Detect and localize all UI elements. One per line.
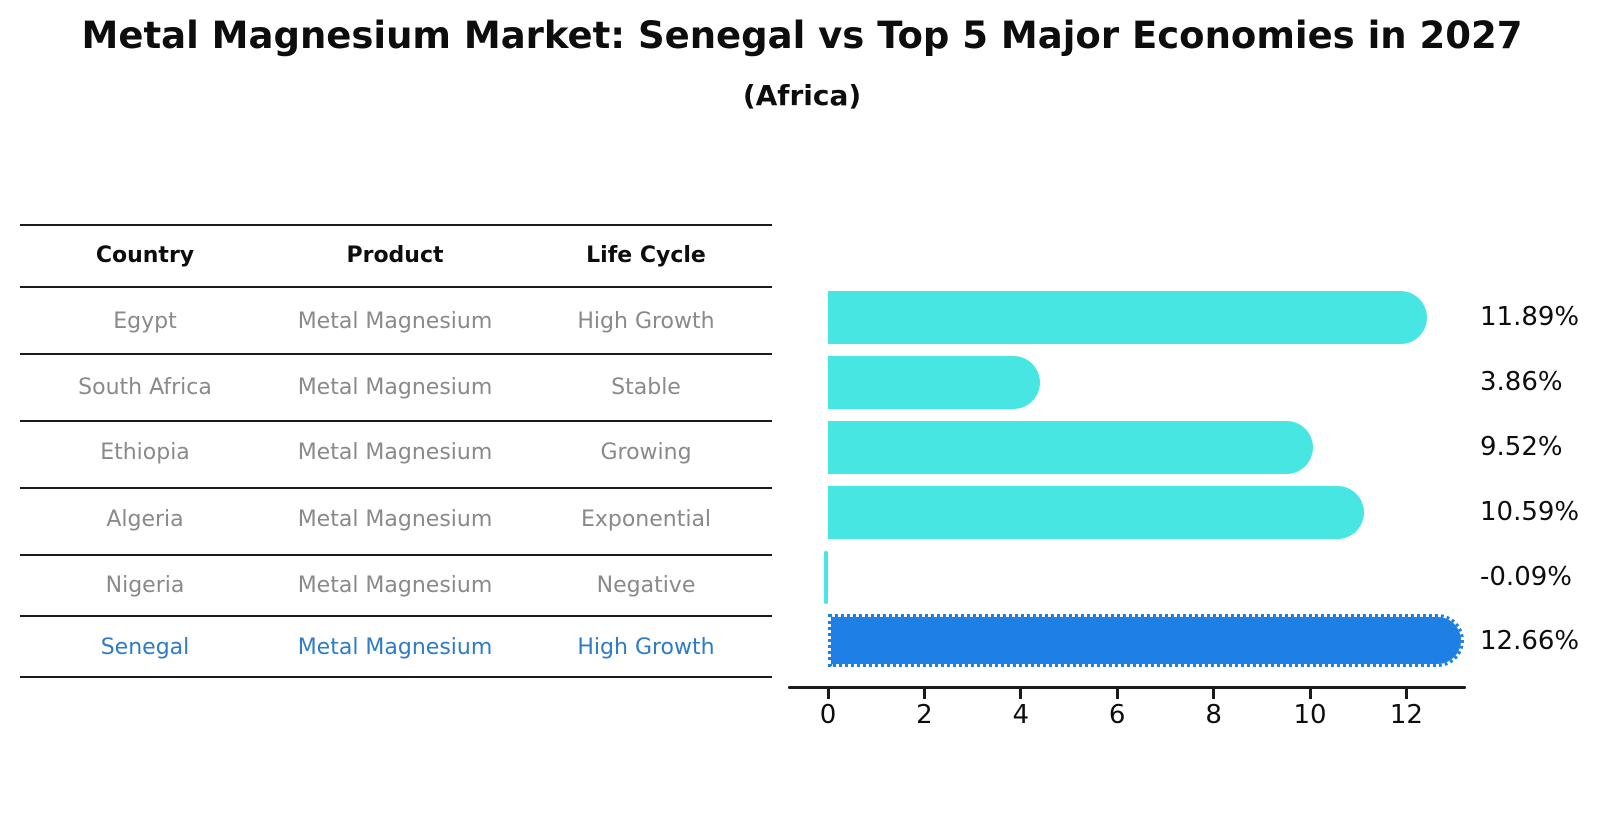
table-line xyxy=(20,676,772,678)
tick-label: 4 xyxy=(1012,700,1030,730)
country-cell: Nigeria xyxy=(105,573,185,598)
country-cell: Egypt xyxy=(113,309,177,334)
table-line xyxy=(20,487,772,489)
table-row-senegal: Senegal Metal Magnesium High Growth xyxy=(20,629,772,667)
life-cycle-cell: Growing xyxy=(600,440,692,465)
product-cell: Metal Magnesium xyxy=(297,635,493,660)
table-row-algeria: Algeria Metal Magnesium Exponential xyxy=(20,501,772,539)
product-cell: Metal Magnesium xyxy=(297,573,493,598)
column-header-life-cycle: Life Cycle xyxy=(586,243,706,268)
bar-value-label: 9.52% xyxy=(1480,432,1563,462)
life-cycle-cell: Exponential xyxy=(580,507,712,532)
country-cell: Senegal xyxy=(100,635,190,660)
table-line xyxy=(20,353,772,355)
life-cycle-cell: High Growth xyxy=(577,635,715,660)
tick-mark xyxy=(1115,689,1119,699)
bar-value-label: 11.89% xyxy=(1480,302,1580,332)
table-row-nigeria: Nigeria Metal Magnesium Negative xyxy=(20,567,772,605)
table-row-ethiopia: Ethiopia Metal Magnesium Growing xyxy=(20,434,772,472)
tick-mark xyxy=(922,689,926,699)
table-row-egypt: Egypt Metal Magnesium High Growth xyxy=(20,303,772,341)
product-cell: Metal Magnesium xyxy=(297,309,493,334)
product-cell: Metal Magnesium xyxy=(297,375,493,400)
chart-title: Metal Magnesium Market: Senegal vs Top 5… xyxy=(81,14,1523,57)
tick-mark xyxy=(1212,689,1216,699)
life-cycle-cell: High Growth xyxy=(577,309,715,334)
bar-nigeria xyxy=(823,551,828,604)
tick-label: 12 xyxy=(1389,700,1423,730)
life-cycle-cell: Negative xyxy=(596,573,696,598)
bar-algeria xyxy=(828,486,1365,539)
column-header-product: Product xyxy=(346,243,444,268)
tick-label: 6 xyxy=(1108,700,1126,730)
product-cell: Metal Magnesium xyxy=(297,440,493,465)
tick-mark xyxy=(1404,689,1408,699)
bar-value-label: 12.66% xyxy=(1480,626,1580,656)
country-cell: Algeria xyxy=(106,507,184,532)
tick-label: 10 xyxy=(1293,700,1327,730)
bar-senegal xyxy=(828,614,1465,667)
table-line xyxy=(20,554,772,556)
bar-ethiopia xyxy=(828,421,1313,474)
table-line xyxy=(20,615,772,617)
chart-subtitle: (Africa) xyxy=(742,79,862,112)
table-header-row: Country Product Life Cycle xyxy=(20,237,772,275)
bar-value-label: 10.59% xyxy=(1480,497,1580,527)
bar-south-africa xyxy=(828,356,1041,409)
life-cycle-cell: Stable xyxy=(611,375,681,400)
column-header-country: Country xyxy=(95,243,195,268)
tick-mark xyxy=(1019,689,1023,699)
x-axis-line xyxy=(788,686,1466,689)
bar-value-label: 3.86% xyxy=(1480,367,1563,397)
table-line xyxy=(20,286,772,288)
table-line xyxy=(20,420,772,422)
table-line xyxy=(20,224,772,226)
country-cell: South Africa xyxy=(78,375,212,400)
tick-mark xyxy=(1308,689,1312,699)
tick-mark xyxy=(826,689,830,699)
tick-label: 2 xyxy=(916,700,933,730)
tick-label: 8 xyxy=(1205,700,1222,730)
country-cell: Ethiopia xyxy=(100,440,190,465)
tick-label: 0 xyxy=(819,700,837,730)
product-cell: Metal Magnesium xyxy=(297,507,493,532)
bar-value-label: -0.09% xyxy=(1480,562,1572,592)
table-row-south-africa: South Africa Metal Magnesium Stable xyxy=(20,369,772,407)
bar-egypt xyxy=(828,291,1428,344)
